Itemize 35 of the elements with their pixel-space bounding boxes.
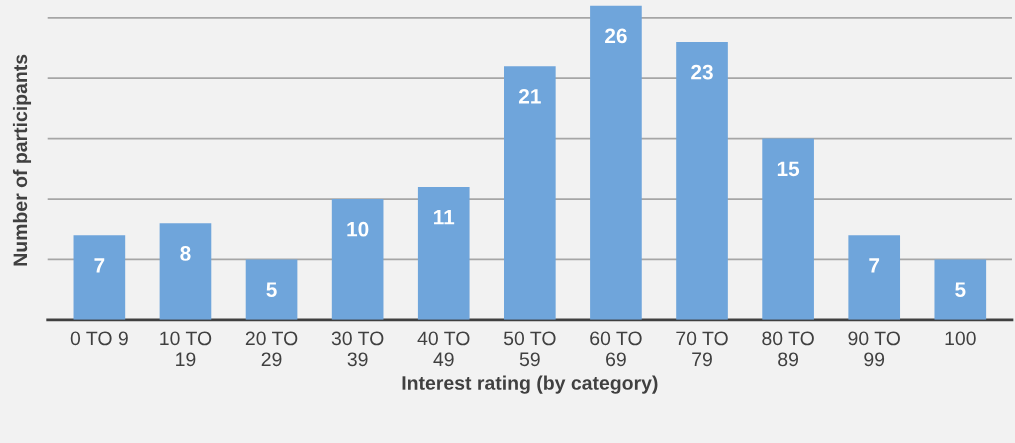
bar: [934, 259, 987, 320]
data-label: 7: [94, 258, 105, 273]
data-label: 10: [347, 221, 369, 237]
x-tick-label: 0 TO 9: [70, 331, 128, 346]
data-label: 26: [605, 28, 627, 44]
bar: [331, 199, 384, 320]
bar: [848, 235, 901, 320]
x-axis-title: Interest rating (by category): [402, 375, 658, 394]
data-label: 7: [869, 258, 880, 273]
data-label: 5: [955, 282, 966, 297]
x-tick-label: 30 TO 39: [331, 331, 384, 367]
bar: [73, 235, 126, 320]
data-label: 8: [180, 245, 191, 261]
bar: [676, 41, 728, 320]
y-axis-title: Number of participants: [12, 54, 32, 266]
x-tick-label: 60 TO 69: [590, 331, 642, 367]
x-tick-label: 10 TO 19: [160, 331, 212, 367]
x-tick-label: 70 TO 79: [676, 331, 728, 367]
bar: [245, 259, 298, 320]
x-tick-label: 40 TO 49: [417, 331, 470, 367]
bar: [504, 66, 556, 320]
x-tick-label: 20 TO 29: [245, 331, 298, 367]
bar: [762, 138, 814, 320]
bar: [417, 186, 470, 320]
data-label: 23: [691, 64, 713, 80]
data-label: 21: [518, 88, 541, 104]
data-label: 11: [434, 209, 455, 225]
x-tick-label: 90 TO 99: [848, 331, 900, 367]
x-tick-label: 50 TO 59: [503, 331, 556, 367]
bar: [590, 5, 642, 320]
data-label: 5: [266, 282, 277, 297]
x-tick-label: 80 TO 89: [762, 331, 814, 367]
data-label: 15: [777, 161, 800, 177]
x-tick-label: 100: [945, 331, 976, 346]
bar: [159, 223, 212, 320]
